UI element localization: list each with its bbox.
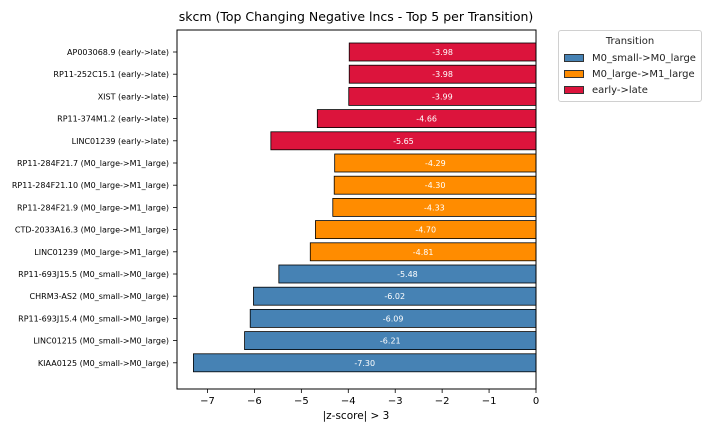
legend-label: M0_large->M1_large (592, 68, 695, 80)
legend-swatch (564, 86, 584, 94)
bar-value-label: -6.21 (380, 337, 401, 346)
y-tick-label: RP11-693J15.5 (M0_small->M0_large) (18, 270, 169, 279)
legend-swatch (564, 54, 584, 62)
bar-value-label: -3.98 (432, 70, 453, 79)
bars-layer: -3.98 -3.98 -3.99 -4.66 -5.65 -4.29 -4.30 -4.33… (193, 42, 537, 373)
y-tick-label: RP11-284F21.10 (M0_large->M1_large) (12, 181, 169, 190)
y-tick-label: RP11-693J15.4 (M0_small->M0_large) (18, 314, 169, 323)
x-tick-label: −5 (294, 396, 309, 407)
y-tick-label: RP11-374M1.2 (early->late) (57, 115, 169, 124)
bar-value-label: -5.65 (393, 137, 414, 146)
x-tick-label: −7 (200, 396, 215, 407)
y-tick-labels: AP003068.9 (early->late) RP11-252C15.1 (e… (12, 48, 177, 368)
bar-value-label: -4.81 (413, 248, 434, 257)
x-tick-label: −3 (388, 396, 403, 407)
x-tick-label: −4 (341, 396, 356, 407)
bar-value-label: -4.70 (415, 226, 436, 235)
bar-value-label: -4.33 (424, 203, 445, 212)
legend-title: Transition (605, 36, 655, 47)
y-tick-label: LINC01239 (M0_large->M1_large) (34, 248, 169, 257)
y-tick-label: CHRM3-AS2 (M0_small->M0_large) (30, 292, 169, 301)
x-tick-label: −6 (247, 396, 262, 407)
x-tick-label: −1 (482, 396, 497, 407)
x-axis-label: |z-score| > 3 (323, 410, 390, 422)
y-tick-label: CTD-2033A16.3 (M0_large->M1_large) (15, 226, 169, 235)
legend-swatch (564, 70, 584, 78)
bar-value-label: -4.66 (416, 115, 437, 124)
y-tick-label: RP11-284F21.7 (M0_large->M1_large) (17, 159, 169, 168)
plot-frame (176, 29, 537, 390)
y-tick-label: AP003068.9 (early->late) (67, 48, 169, 57)
y-tick-label: RP11-284F21.9 (M0_large->M1_large) (17, 203, 169, 212)
bar-value-label: -6.02 (384, 292, 405, 301)
legend-label: M0_small->M0_large (592, 52, 696, 64)
y-tick-label: LINC01215 (M0_small->M0_large) (33, 337, 169, 346)
legend-item-early-late: early->late (559, 82, 701, 98)
y-tick-label: RP11-252C15.1 (early->late) (53, 70, 169, 79)
chart-title: skcm (Top Changing Negative lncs - Top 5… (179, 9, 534, 24)
x-tick-label: −2 (435, 396, 450, 407)
legend-item-m0-small-m0-large: M0_small->M0_large (559, 50, 701, 66)
bar-value-label: -4.30 (425, 181, 446, 190)
x-ticks: −7 −6 −5 −4 −3 −2 −1 0 (200, 389, 539, 407)
legend-label: early->late (592, 84, 648, 96)
y-tick-label: KIAA0125 (M0_small->M0_large) (38, 359, 169, 368)
legend-item-m0-large-m1-large: M0_large->M1_large (559, 66, 701, 82)
y-tick-label: XIST (early->late) (98, 92, 169, 101)
bar-value-label: -3.99 (432, 92, 453, 101)
legend: Transition M0_small->M0_large M0_large->… (558, 30, 702, 102)
bar-value-label: -4.29 (425, 159, 446, 168)
bar-value-label: -3.98 (432, 48, 453, 57)
bar-value-label: -6.09 (383, 314, 404, 323)
x-tick-label: 0 (533, 396, 539, 407)
y-tick-label: LINC01239 (early->late) (72, 137, 169, 146)
bar-value-label: -5.48 (397, 270, 418, 279)
bar-value-label: -7.30 (354, 359, 375, 368)
